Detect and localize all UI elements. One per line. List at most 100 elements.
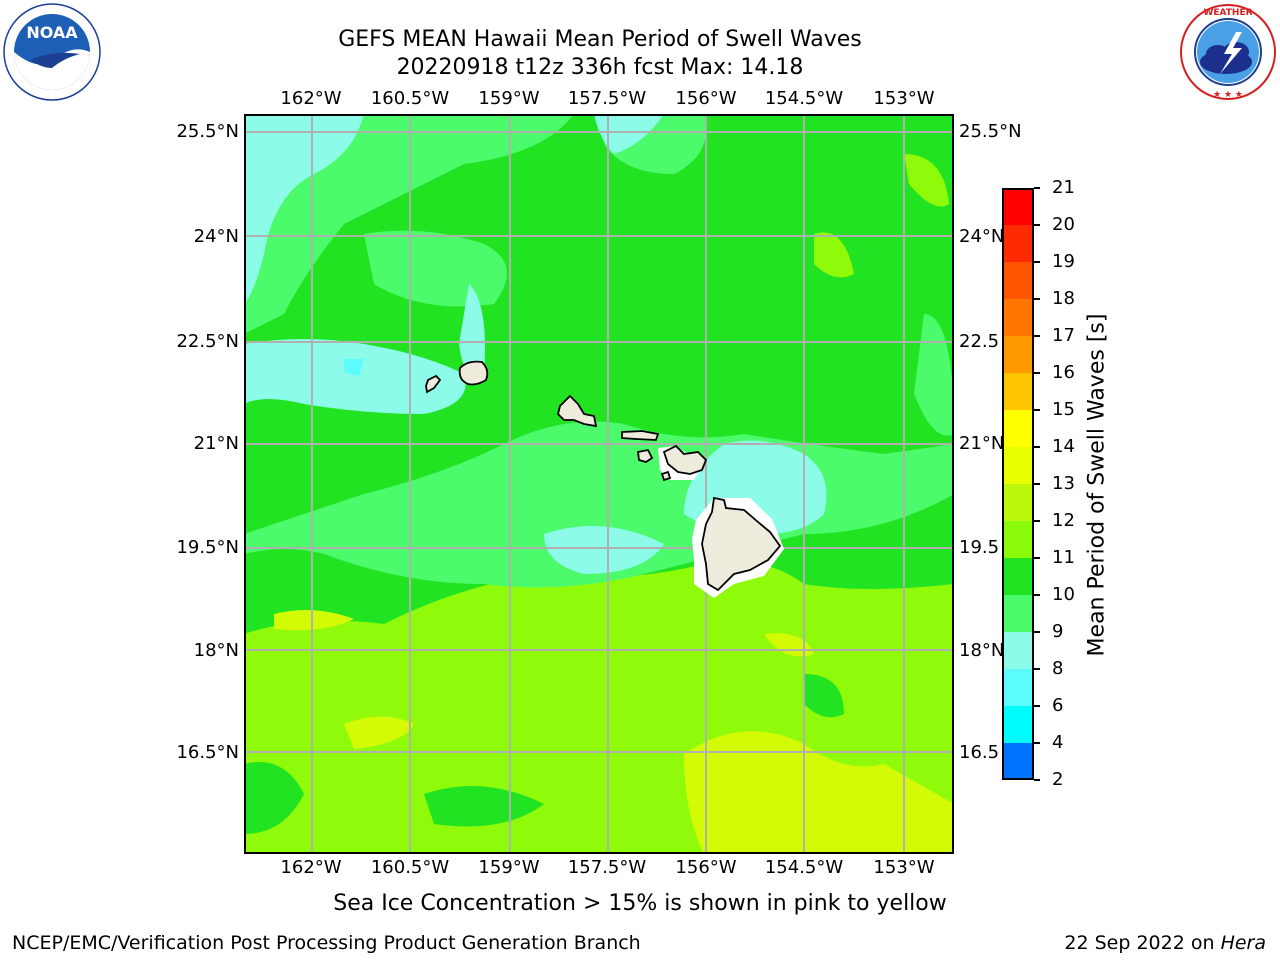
nws-logo: WEATHER ★ ★ ★ (1178, 2, 1278, 102)
lat-label-right: 21°N (959, 433, 1005, 454)
sea-ice-caption: Sea Ice Concentration > 15% is shown in … (333, 891, 947, 916)
noaa-logo: NOAA (2, 2, 102, 102)
colorbar-segment (1002, 558, 1034, 596)
colorbar-segment (1002, 262, 1034, 300)
svg-text:NOAA: NOAA (26, 23, 78, 42)
colorbar-segment (1002, 521, 1034, 559)
lat-label-left: 21°N (193, 433, 239, 454)
colorbar-tick-mark (1034, 742, 1040, 744)
colorbar-segment (1002, 632, 1034, 670)
colorbar-tick-label: 19 (1052, 251, 1075, 272)
map-title: GEFS MEAN Hawaii Mean Period of Swell Wa… (338, 27, 862, 52)
colorbar-label: Mean Period of Swell Waves [s] (1084, 313, 1110, 657)
lat-label-right: 18°N (959, 640, 1005, 661)
colorbar-tick-mark (1034, 409, 1040, 411)
lat-label-right: 19.5 (959, 537, 1000, 558)
colorbar-tick-mark (1034, 668, 1040, 670)
colorbar-segment (1002, 447, 1034, 485)
svg-text:★ ★ ★: ★ ★ ★ (1213, 90, 1243, 100)
lon-label-bottom: 156°W (675, 857, 737, 878)
colorbar-segment (1002, 188, 1034, 226)
footer-date-text: 22 Sep 2022 on (1064, 932, 1221, 954)
island-lanai (637, 448, 654, 463)
lat-label-left: 25.5°N (176, 121, 239, 142)
lat-label-right: 16.5 (959, 742, 1000, 763)
colorbar-tick-label: 11 (1052, 547, 1075, 568)
lon-label-top: 160.5°W (370, 88, 450, 109)
graticule (244, 114, 954, 854)
contour-yellow (684, 731, 954, 854)
colorbar-tick-label: 9 (1052, 621, 1064, 642)
colorbar-tick-mark (1034, 372, 1040, 374)
colorbar-tick-mark (1034, 631, 1040, 633)
lon-label-top: 154.5°W (764, 88, 844, 109)
island-molokai (621, 430, 660, 441)
lon-label-top: 153°W (873, 88, 935, 109)
colorbar-tick-mark (1034, 779, 1040, 781)
colorbar-tick-mark (1034, 187, 1040, 189)
colorbar-tick-label: 8 (1052, 658, 1064, 679)
colorbar-segment (1002, 743, 1034, 780)
colorbar-segment (1002, 225, 1034, 263)
contour-light-cyan (244, 114, 364, 304)
lon-label-top: 159°W (478, 88, 540, 109)
colorbar-tick-label: 21 (1052, 177, 1075, 198)
colorbar-tick-mark (1034, 446, 1040, 448)
colorbar-tick-mark (1034, 261, 1040, 263)
colorbar-segment (1002, 669, 1034, 707)
lat-label-right: 24°N (959, 226, 1005, 247)
colorbar-tick-mark (1034, 557, 1040, 559)
colorbar-tick-label: 20 (1052, 214, 1075, 235)
colorbar-segment (1002, 336, 1034, 374)
colorbar-segment (1002, 706, 1034, 744)
colorbar-tick-mark (1034, 705, 1040, 707)
colorbar-tick-mark (1034, 224, 1040, 226)
lon-label-top: 156°W (675, 88, 737, 109)
lon-label-bottom: 160.5°W (370, 857, 450, 878)
lon-label-top: 162°W (280, 88, 342, 109)
colorbar-tick-label: 2 (1052, 769, 1064, 790)
island-kahoolawe (660, 470, 672, 482)
lon-label-top: 157.5°W (567, 88, 647, 109)
colorbar (1002, 188, 1034, 780)
colorbar-tick-label: 16 (1052, 362, 1075, 383)
lat-label-right: 22.5 (959, 331, 1000, 352)
hawaiian-islands (425, 360, 782, 592)
colorbar-tick-mark (1034, 594, 1040, 596)
lon-label-bottom: 157.5°W (567, 857, 647, 878)
lon-label-bottom: 153°W (873, 857, 935, 878)
colorbar-tick-mark (1034, 520, 1040, 522)
lon-label-bottom: 159°W (478, 857, 540, 878)
colorbar-tick-label: 6 (1052, 695, 1064, 716)
lat-label-left: 19.5°N (176, 537, 239, 558)
lat-label-left: 24°N (193, 226, 239, 247)
colorbar-frame (1002, 188, 1034, 780)
swell-period-map (244, 114, 954, 854)
map-frame (244, 114, 954, 854)
footer-credit: NCEP/EMC/Verification Post Processing Pr… (12, 932, 641, 954)
island-niihau (425, 374, 442, 394)
colorbar-segment (1002, 410, 1034, 448)
colorbar-tick-label: 13 (1052, 473, 1075, 494)
colorbar-tick-label: 4 (1052, 732, 1064, 753)
colorbar-segment (1002, 595, 1034, 633)
colorbar-tick-mark (1034, 335, 1040, 337)
lat-label-left: 16.5°N (176, 742, 239, 763)
colorbar-tick-label: 14 (1052, 436, 1075, 457)
colorbar-tick-mark (1034, 298, 1040, 300)
colorbar-segment (1002, 484, 1034, 522)
island-maui (662, 444, 708, 475)
island-oahu (557, 394, 598, 428)
svg-text:WEATHER: WEATHER (1203, 8, 1252, 18)
colorbar-tick-label: 15 (1052, 399, 1075, 420)
lat-label-right: 25.5°N (959, 121, 1022, 142)
colorbar-tick-mark (1034, 483, 1040, 485)
colorbar-tick-label: 10 (1052, 584, 1075, 605)
colorbar-tick-label: 17 (1052, 325, 1075, 346)
lat-label-left: 22.5°N (176, 331, 239, 352)
lat-label-left: 18°N (193, 640, 239, 661)
colorbar-segment (1002, 299, 1034, 337)
map-subtitle: 20220918 t12z 336h fcst Max: 14.18 (396, 55, 804, 80)
colorbar-segment (1002, 373, 1034, 411)
footer-date: 22 Sep 2022 on Hera (1064, 932, 1266, 954)
